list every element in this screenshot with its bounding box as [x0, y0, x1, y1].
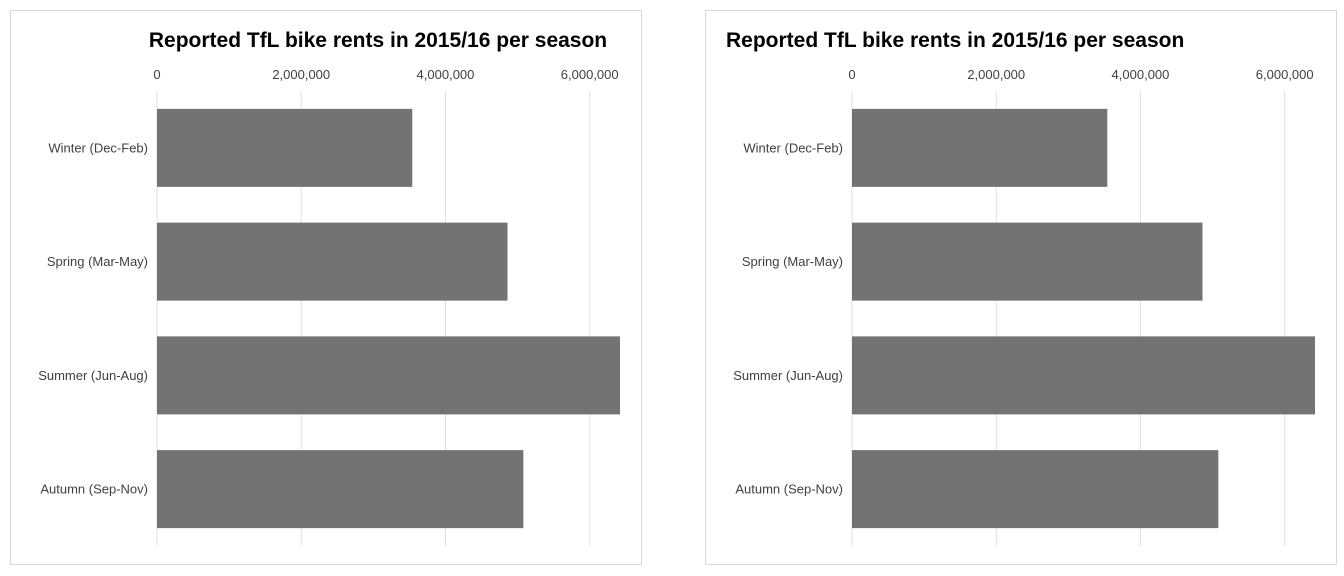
x-tick-label: 6,000,000 — [561, 67, 619, 82]
x-tick-label: 4,000,000 — [417, 67, 475, 82]
x-tick-label: 2,000,000 — [967, 67, 1025, 82]
bar-chart: Reported TfL bike rents in 2015/16 per s… — [38, 29, 620, 546]
x-tick-label: 6,000,000 — [1256, 67, 1314, 82]
category-label: Autumn (Sep-Nov) — [735, 482, 843, 497]
category-label: Winter (Dec-Feb) — [743, 140, 843, 155]
bar-chart: Reported TfL bike rents in 2015/16 per s… — [726, 29, 1315, 546]
category-label: Spring (Mar-May) — [742, 254, 843, 269]
chart-title: Reported TfL bike rents in 2015/16 per s… — [726, 29, 1184, 52]
x-tick-label: 4,000,000 — [1112, 67, 1170, 82]
bar — [852, 108, 1108, 187]
x-tick-label: 2,000,000 — [272, 67, 330, 82]
bar — [157, 450, 524, 529]
category-label: Autumn (Sep-Nov) — [40, 482, 148, 497]
chart-title: Reported TfL bike rents in 2015/16 per s… — [149, 29, 607, 52]
chart-panel-centered-title: Reported TfL bike rents in 2015/16 per s… — [10, 10, 642, 565]
x-tick-label: 0 — [153, 67, 160, 82]
bar — [157, 336, 620, 415]
x-tick-label: 0 — [848, 67, 855, 82]
category-label: Summer (Jun-Aug) — [38, 368, 148, 383]
bar — [157, 108, 413, 187]
chart-panel-left-title: Reported TfL bike rents in 2015/16 per s… — [705, 10, 1337, 565]
bar — [852, 336, 1315, 415]
category-label: Summer (Jun-Aug) — [733, 368, 843, 383]
bar — [852, 222, 1203, 301]
bar — [157, 222, 508, 301]
category-label: Spring (Mar-May) — [47, 254, 148, 269]
bar — [852, 450, 1219, 529]
category-label: Winter (Dec-Feb) — [48, 140, 148, 155]
